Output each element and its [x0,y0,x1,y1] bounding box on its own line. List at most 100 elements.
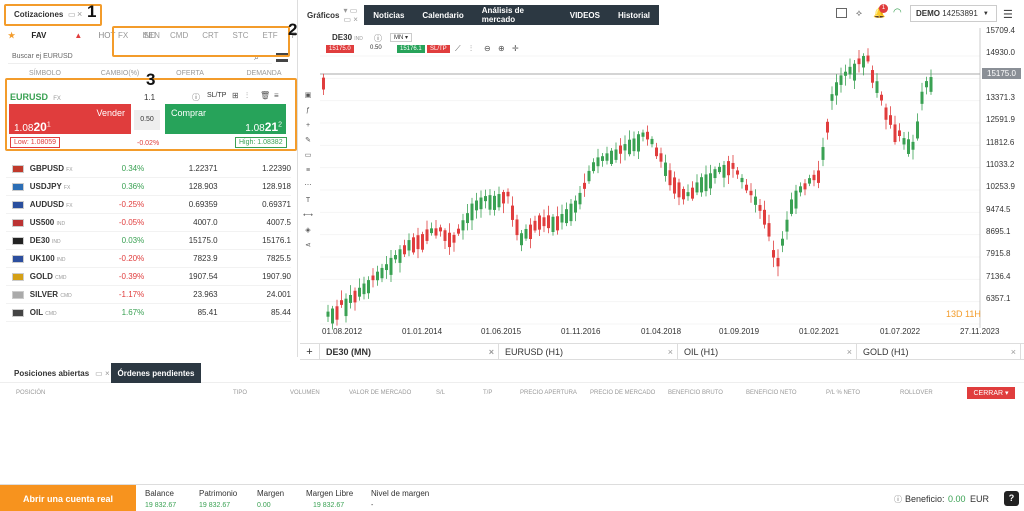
quote-bid[interactable]: 15175.0 [188,236,218,245]
signal-icon[interactable]: ⟡ [856,8,862,18]
plus-tool-icon[interactable]: + [305,122,311,129]
shape-tool-icon[interactable]: ▭ [304,152,312,159]
layout-toggle-icon[interactable] [276,53,288,62]
search-input[interactable]: Buscar ej EURUSD [8,50,272,64]
candlestick-chart[interactable] [300,28,1024,343]
quote-bid[interactable]: 85.41 [197,308,218,317]
quote-ask[interactable]: 85.44 [270,308,291,317]
interval-selector[interactable]: MN ▾ [390,33,413,42]
close-icon[interactable]: × [77,9,83,19]
quote-row[interactable]: SILVER CMD -1.17% 23.963 24.001 [6,286,291,304]
tab-graficos[interactable]: Gráficos ▾ ▭ ▭ × [301,5,365,25]
zoom-in-icon[interactable]: ⊕ [498,44,505,53]
list-icon[interactable]: ≡ [274,91,279,100]
chart-tab-gold[interactable]: GOLD (H1) × [857,344,1021,359]
trash-icon[interactable]: 🗑 [260,91,271,100]
quote-bid[interactable]: 4007.0 [193,218,218,227]
chart-sltp-button[interactable]: SL/TP [427,45,450,53]
chart-info-icon[interactable]: ⓘ [374,34,382,43]
quote-ask[interactable]: 1.22390 [262,164,291,173]
close-tab-icon[interactable]: × [667,346,673,357]
quote-bid[interactable]: 7823.9 [193,254,218,263]
close-tab-icon[interactable]: × [846,346,852,357]
bell-icon[interactable]: 🔔 [873,8,886,19]
quote-bid[interactable]: 1.22371 [188,164,218,173]
measure-tool-icon[interactable]: ⟷ [302,212,314,219]
quote-row[interactable]: US500 IND -0.05% 4007.0 4007.5 [6,214,291,232]
zoom-out-icon[interactable]: ⊖ [484,44,491,53]
line-chart-icon[interactable]: ⟋ [455,44,461,53]
add-chart-button[interactable]: + [300,344,320,359]
quote-row[interactable]: GBPUSD FX 0.34% 1.22371 1.22390 [6,160,291,178]
nav-noticias[interactable]: Noticias [373,10,405,20]
quote-bid[interactable]: 23.963 [193,290,218,299]
quote-bid[interactable]: 1907.54 [188,272,218,281]
nav-historial[interactable]: Historial [617,10,650,20]
chart-tab-eurusd[interactable]: EURUSD (H1) × [499,344,678,359]
search-icon[interactable]: ⌕ [254,52,260,62]
tab-sen[interactable]: SEN [143,30,160,40]
quote-bid[interactable]: 128.903 [188,182,218,191]
open-real-account-button[interactable]: Abrir una cuenta real [0,485,136,511]
tab-open-positions[interactable]: Posiciones abiertas ▭ × [14,368,110,378]
quote-bid[interactable]: 0.69359 [188,200,218,209]
close-all-button[interactable]: CERRAR ▾ [967,387,1015,399]
close-tab-icon[interactable]: × [488,346,494,357]
info-icon[interactable]: ⓘ [192,93,200,102]
rectangle-tool-icon[interactable]: ▣ [304,92,312,99]
fib-tool-icon[interactable]: ≡ [305,167,311,174]
window-controls-icon[interactable]: ▭ × [95,368,110,378]
nav-calendario[interactable]: Calendario [422,10,464,20]
quote-row[interactable]: AUDUSD FX -0.25% 0.69359 0.69371 [6,196,291,214]
chart-buy-price[interactable]: 15176.1 [397,45,425,53]
chart-area[interactable] [300,28,1024,343]
quote-ask[interactable]: 128.918 [262,182,291,191]
quote-ask[interactable]: 15176.1 [262,236,291,245]
tab-more[interactable]: F [291,30,297,40]
candles-icon[interactable]: ⫶ [470,44,472,53]
sltp-button[interactable]: SL/TP [207,92,227,99]
text-tool-icon[interactable]: T [305,197,311,204]
quote-row[interactable]: GOLD CMD -0.39% 1907.54 1907.90 [6,268,291,286]
quote-ask[interactable]: 1907.90 [262,272,291,281]
nav-analisis[interactable]: Análisis de mercado [481,6,524,24]
chart-sell-price[interactable]: 15175.0 [326,45,354,53]
quote-row[interactable]: UK100 IND -0.20% 7823.9 7825.5 [6,250,291,268]
tab-fx[interactable]: FX [118,30,129,40]
tab-crt[interactable]: CRT [202,30,219,40]
share-tool-icon[interactable]: ⋖ [305,242,311,249]
function-tool-icon[interactable]: ƒ [306,107,310,114]
tab-pending-orders[interactable]: Órdenes pendientes [111,363,201,383]
chart-tab-de30[interactable]: DE30 (MN) × [320,344,499,359]
nav-videos[interactable]: VIDEOS [569,10,600,20]
quote-ask[interactable]: 4007.5 [266,218,291,227]
quote-row[interactable]: DE30 IND 0.03% 15175.0 15176.1 [6,232,291,250]
tab-hot[interactable]: ▲ HOT [74,30,116,40]
screen-icon[interactable] [836,8,847,18]
window-controls-icon[interactable]: ▾ ▭ ▭ × [343,6,358,24]
tab-stc[interactable]: STC [232,30,249,40]
menu-icon[interactable]: ☰ [1003,9,1013,21]
quote-row[interactable]: OIL CMD 1.67% 85.41 85.44 [6,304,291,322]
quote-ask[interactable]: 0.69371 [262,200,291,209]
quote-ask[interactable]: 24.001 [266,290,291,299]
ticket-symbol[interactable]: EURUSD FX [10,92,61,102]
sell-button[interactable]: Vender 1.08201 [9,104,131,134]
tab-cmd[interactable]: CMD [170,30,189,40]
pattern-tool-icon[interactable]: ⋯ [304,182,312,189]
lot-size[interactable]: 1.1 [144,93,156,102]
tab-fav[interactable]: ★ FAV [8,30,47,40]
quote-row[interactable]: USDJPY FX 0.36% 128.903 128.918 [6,178,291,196]
buy-button[interactable]: Comprar 1.08212 [165,104,286,134]
layers-tool-icon[interactable]: ◈ [305,227,311,234]
quote-ask[interactable]: 7825.5 [266,254,291,263]
crosshair-icon[interactable]: ✛ [512,44,519,53]
tab-etf[interactable]: ETF [262,30,278,40]
minimize-icon[interactable]: ▭ [68,10,76,19]
help-button[interactable]: ? [1004,491,1019,506]
chart-tab-oil[interactable]: OIL (H1) × [678,344,857,359]
close-tab-icon[interactable]: × [1010,346,1016,357]
pencil-tool-icon[interactable]: ✎ [305,137,311,144]
chart-icon[interactable]: ⫶ [246,91,248,100]
account-selector[interactable]: DEMO 14253891 ▼ [910,5,997,22]
